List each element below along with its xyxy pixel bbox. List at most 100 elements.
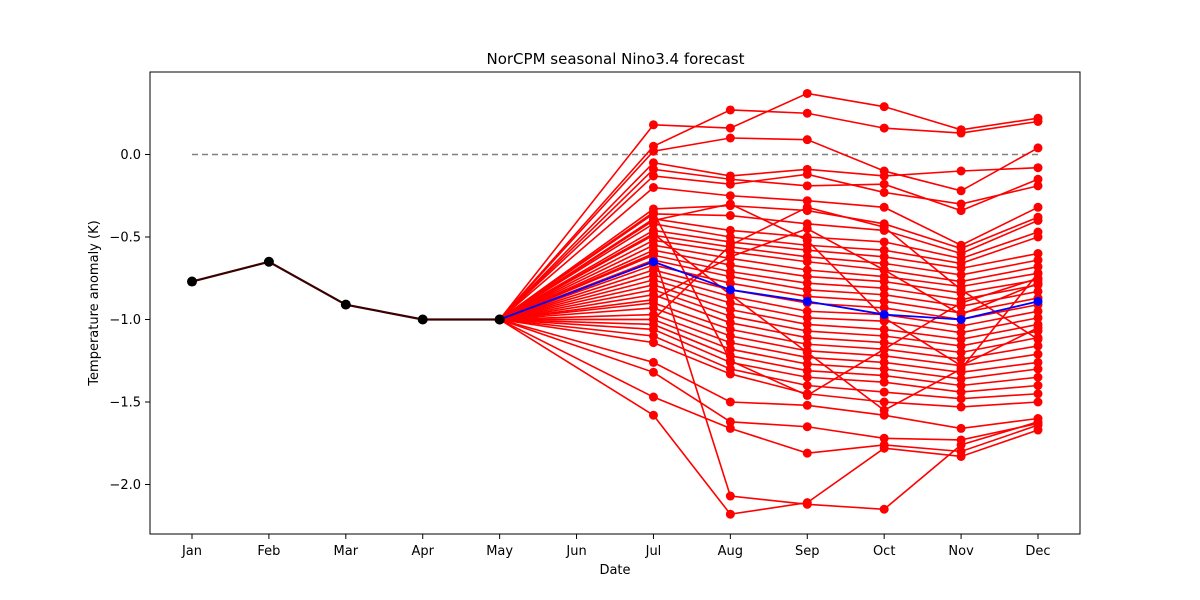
ensemble-member-point bbox=[879, 245, 889, 255]
ensemble-member-point bbox=[879, 252, 889, 262]
ensemble-member-point bbox=[725, 199, 735, 209]
ensemble-member-point bbox=[879, 123, 889, 133]
ensemble-member-point bbox=[879, 296, 889, 306]
ensemble-member-point bbox=[879, 324, 889, 334]
ensemble-member-point bbox=[879, 357, 889, 367]
ensemble-member-point bbox=[802, 422, 812, 432]
ensemble-member-point bbox=[1033, 306, 1043, 316]
ensemble-member-point bbox=[648, 367, 658, 377]
ensemble-mean-point bbox=[725, 285, 735, 295]
y-axis-label: Temperature anomaly (K) bbox=[87, 220, 102, 386]
ensemble-member-point bbox=[725, 225, 735, 235]
ensemble-member-point bbox=[956, 387, 966, 397]
ensemble-member-point bbox=[648, 324, 658, 334]
y-tick-label: −0.5 bbox=[109, 231, 141, 246]
observed-point bbox=[340, 299, 351, 310]
x-tick-label: Dec bbox=[1025, 544, 1050, 559]
ensemble-member-point bbox=[802, 265, 812, 275]
ensemble-member-point bbox=[1033, 117, 1043, 126]
ensemble-member-point bbox=[725, 356, 735, 366]
ensemble-member-point bbox=[725, 331, 735, 341]
ensemble-member-point bbox=[725, 123, 735, 133]
ensemble-member-point bbox=[1033, 313, 1043, 323]
ensemble-member-point bbox=[879, 443, 889, 453]
ensemble-member-point bbox=[725, 369, 735, 379]
ensemble-member-point bbox=[1033, 381, 1043, 390]
ensemble-member-point bbox=[956, 270, 966, 280]
ensemble-member-point bbox=[1033, 232, 1043, 242]
observed-line bbox=[191, 260, 500, 321]
ensemble-member-point bbox=[802, 333, 812, 343]
plot-area bbox=[187, 88, 1043, 519]
ensemble-member-point bbox=[725, 324, 735, 334]
ensemble-member-point bbox=[802, 245, 812, 255]
ensemble-member-point bbox=[956, 263, 966, 273]
ensemble-member-point bbox=[802, 285, 812, 295]
ensemble-member-point bbox=[648, 295, 658, 305]
ensemble-member-point bbox=[1033, 202, 1043, 212]
x-tick-label: Feb bbox=[257, 544, 280, 559]
ensemble-member-point bbox=[648, 229, 658, 239]
ensemble-member-point bbox=[725, 272, 735, 282]
ensemble-member-point bbox=[725, 211, 735, 221]
ensemble-member-point bbox=[802, 135, 812, 145]
ensemble-member-point bbox=[879, 377, 889, 387]
ensemble-member-point bbox=[802, 381, 812, 390]
ensemble-member-point bbox=[956, 440, 966, 450]
ensemble-member-point bbox=[956, 451, 966, 461]
ensemble-member-point bbox=[879, 371, 889, 381]
ensemble-member-point bbox=[956, 341, 966, 351]
ensemble-member-point bbox=[725, 179, 735, 189]
ensemble-member-point bbox=[879, 504, 889, 514]
observed-point bbox=[417, 314, 428, 325]
ensemble-member-point bbox=[1033, 181, 1043, 191]
chart-title: NorCPM seasonal Nino3.4 forecast bbox=[486, 50, 744, 68]
ensemble-member-point bbox=[802, 372, 812, 382]
ensemble-member-point bbox=[879, 258, 889, 268]
ensemble-member-point bbox=[1033, 143, 1043, 153]
ensemble-member-point bbox=[1033, 216, 1043, 225]
ensemble-member-point bbox=[725, 318, 735, 328]
y-tick-label: 0.0 bbox=[120, 148, 141, 163]
ensemble-member-point bbox=[879, 283, 889, 293]
ensemble-member-point bbox=[725, 298, 735, 308]
ensemble-member-point bbox=[725, 491, 735, 501]
x-tick-label: Nov bbox=[948, 544, 974, 559]
ensemble-member-point bbox=[956, 285, 966, 295]
observed-point bbox=[494, 314, 505, 325]
ensemble-mean-point bbox=[648, 257, 658, 267]
x-axis-label: Date bbox=[599, 563, 630, 578]
ensemble-member-point bbox=[956, 166, 966, 176]
ensemble-member-point bbox=[648, 357, 658, 367]
ensemble-member-point bbox=[725, 278, 735, 288]
ensemble-member-point bbox=[725, 105, 735, 115]
y-axis: 0.0 −0.5 −1.0 −1.5 −2.0 bbox=[109, 148, 150, 493]
ensemble-member-point bbox=[648, 315, 658, 324]
x-tick-label: Jun bbox=[565, 544, 586, 559]
ensemble-mean-point bbox=[802, 296, 812, 306]
ensemble-member-point bbox=[802, 257, 812, 267]
ensemble-member-point bbox=[1033, 425, 1043, 435]
ensemble-member-point bbox=[648, 158, 658, 168]
ensemble-member-point bbox=[725, 344, 735, 354]
x-tick-label: Jul bbox=[645, 544, 662, 559]
ensemble-member-point bbox=[1033, 255, 1043, 265]
ensemble-member-point bbox=[802, 196, 812, 206]
ensemble-member-point bbox=[648, 183, 658, 192]
x-tick-label: Oct bbox=[873, 544, 895, 559]
y-tick-label: −2.0 bbox=[109, 478, 141, 493]
ensemble-member-point bbox=[725, 252, 735, 262]
ensemble-member-point bbox=[879, 397, 889, 407]
ensemble-member-point bbox=[956, 298, 966, 308]
ensemble-member-point bbox=[648, 410, 658, 420]
ensemble-member-point bbox=[648, 338, 658, 348]
x-tick-label: Jan bbox=[181, 544, 202, 559]
ensemble-member-point bbox=[1033, 286, 1043, 296]
ensemble-member-point bbox=[1033, 389, 1043, 399]
ensemble-member-point bbox=[802, 390, 812, 400]
ensemble-member-line bbox=[499, 318, 1039, 516]
x-tick-label: Apr bbox=[411, 544, 434, 559]
x-tick-label: Sep bbox=[795, 544, 820, 559]
observed-point bbox=[263, 256, 274, 267]
ensemble-member-point bbox=[725, 509, 735, 519]
